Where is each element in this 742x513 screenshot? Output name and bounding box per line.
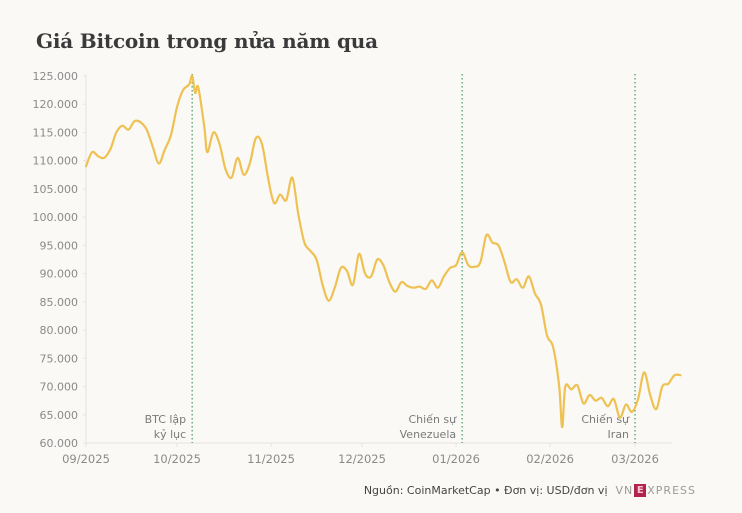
y-tick-label: 125.000	[33, 70, 79, 83]
event-label: BTC lập	[145, 413, 187, 426]
x-tick-label: 02/2026	[526, 452, 574, 466]
event-annotations: BTC lập kỷ lục Chiến sự Venezuela Chiến sự Ir…	[145, 74, 636, 443]
event-label: Iran	[608, 428, 630, 441]
source-note: Nguồn: CoinMarketCap • Đơn vị: USD/đơn v…	[363, 484, 608, 497]
price-line	[84, 74, 682, 429]
logo-mark-icon: E	[634, 484, 647, 497]
event-label: Chiến sự	[581, 413, 630, 426]
x-axis: 09/2025 10/2025 11/2025 12/2025 01/2026 02/20…	[62, 442, 672, 466]
y-tick-label: 70.000	[40, 381, 79, 394]
y-tick-label: 100.000	[33, 211, 79, 224]
x-tick-label: 09/2025	[62, 452, 110, 466]
vnexpress-logo[interactable]: VN E XPRESS	[615, 484, 696, 497]
y-axis: 60.000 65.000 70.000 75.000 80.000 85.000 90.0…	[33, 70, 87, 450]
footer: Nguồn: CoinMarketCap • Đơn vị: USD/đơn v…	[364, 484, 696, 497]
y-tick-label: 65.000	[40, 409, 79, 422]
y-tick-label: 80.000	[40, 324, 79, 337]
y-tick-label: 120.000	[33, 98, 79, 111]
x-tick-label: 03/2026	[611, 452, 659, 466]
x-tick-label: 10/2025	[153, 452, 201, 466]
event-label: kỷ lục	[154, 428, 186, 441]
event-label: Venezuela	[400, 428, 457, 441]
x-tick-label: 12/2025	[338, 452, 386, 466]
y-tick-label: 75.000	[40, 352, 79, 365]
event-label: Chiến sự	[408, 413, 457, 426]
x-tick-label: 11/2025	[247, 452, 295, 466]
y-tick-label: 85.000	[40, 296, 79, 309]
y-tick-label: 60.000	[40, 437, 79, 450]
x-tick-label: 01/2026	[432, 452, 480, 466]
y-tick-label: 110.000	[33, 155, 79, 168]
y-tick-label: 90.000	[40, 268, 79, 281]
y-tick-label: 105.000	[33, 183, 79, 196]
chart-title: Giá Bitcoin trong nửa năm qua	[36, 29, 378, 53]
y-tick-label: 95.000	[40, 239, 79, 252]
y-tick-label: 115.000	[33, 126, 79, 139]
